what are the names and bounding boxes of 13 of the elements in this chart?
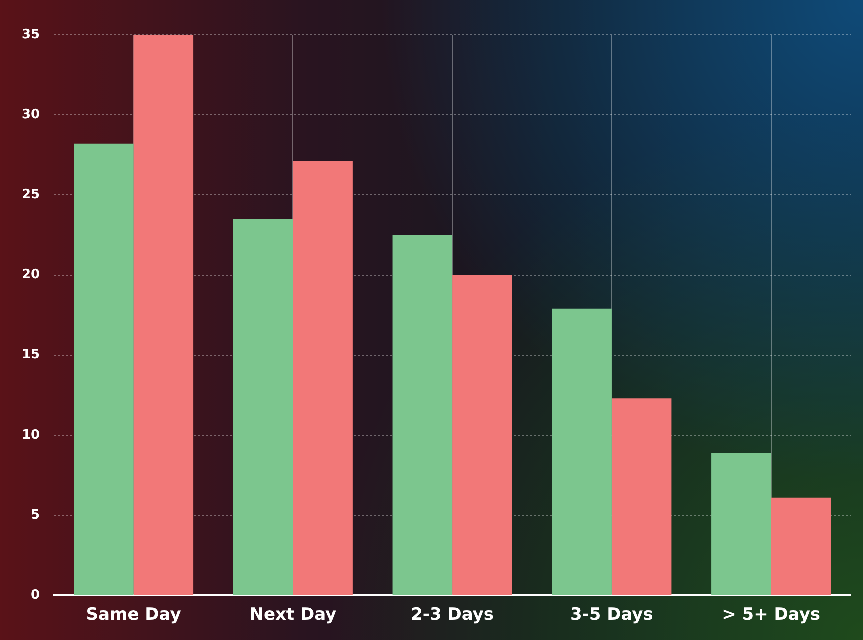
- x-tick-label: 3-5 Days: [570, 605, 654, 626]
- x-tick-label: > 5+ Days: [722, 605, 821, 626]
- y-tick-label: 25: [22, 188, 40, 203]
- y-tick-label: 5: [31, 508, 40, 523]
- y-tick-label: 30: [22, 107, 40, 122]
- x-tick-label: Same Day: [86, 605, 182, 626]
- y-tick-label: 15: [22, 348, 40, 363]
- y-tick-label: 35: [22, 27, 40, 42]
- y-tick-label: 20: [22, 268, 40, 283]
- x-tick-label: Next Day: [250, 605, 337, 626]
- x-tick-label: 2-3 Days: [411, 605, 494, 626]
- y-tick-label: 10: [22, 428, 40, 443]
- y-tick-label: 0: [31, 588, 40, 603]
